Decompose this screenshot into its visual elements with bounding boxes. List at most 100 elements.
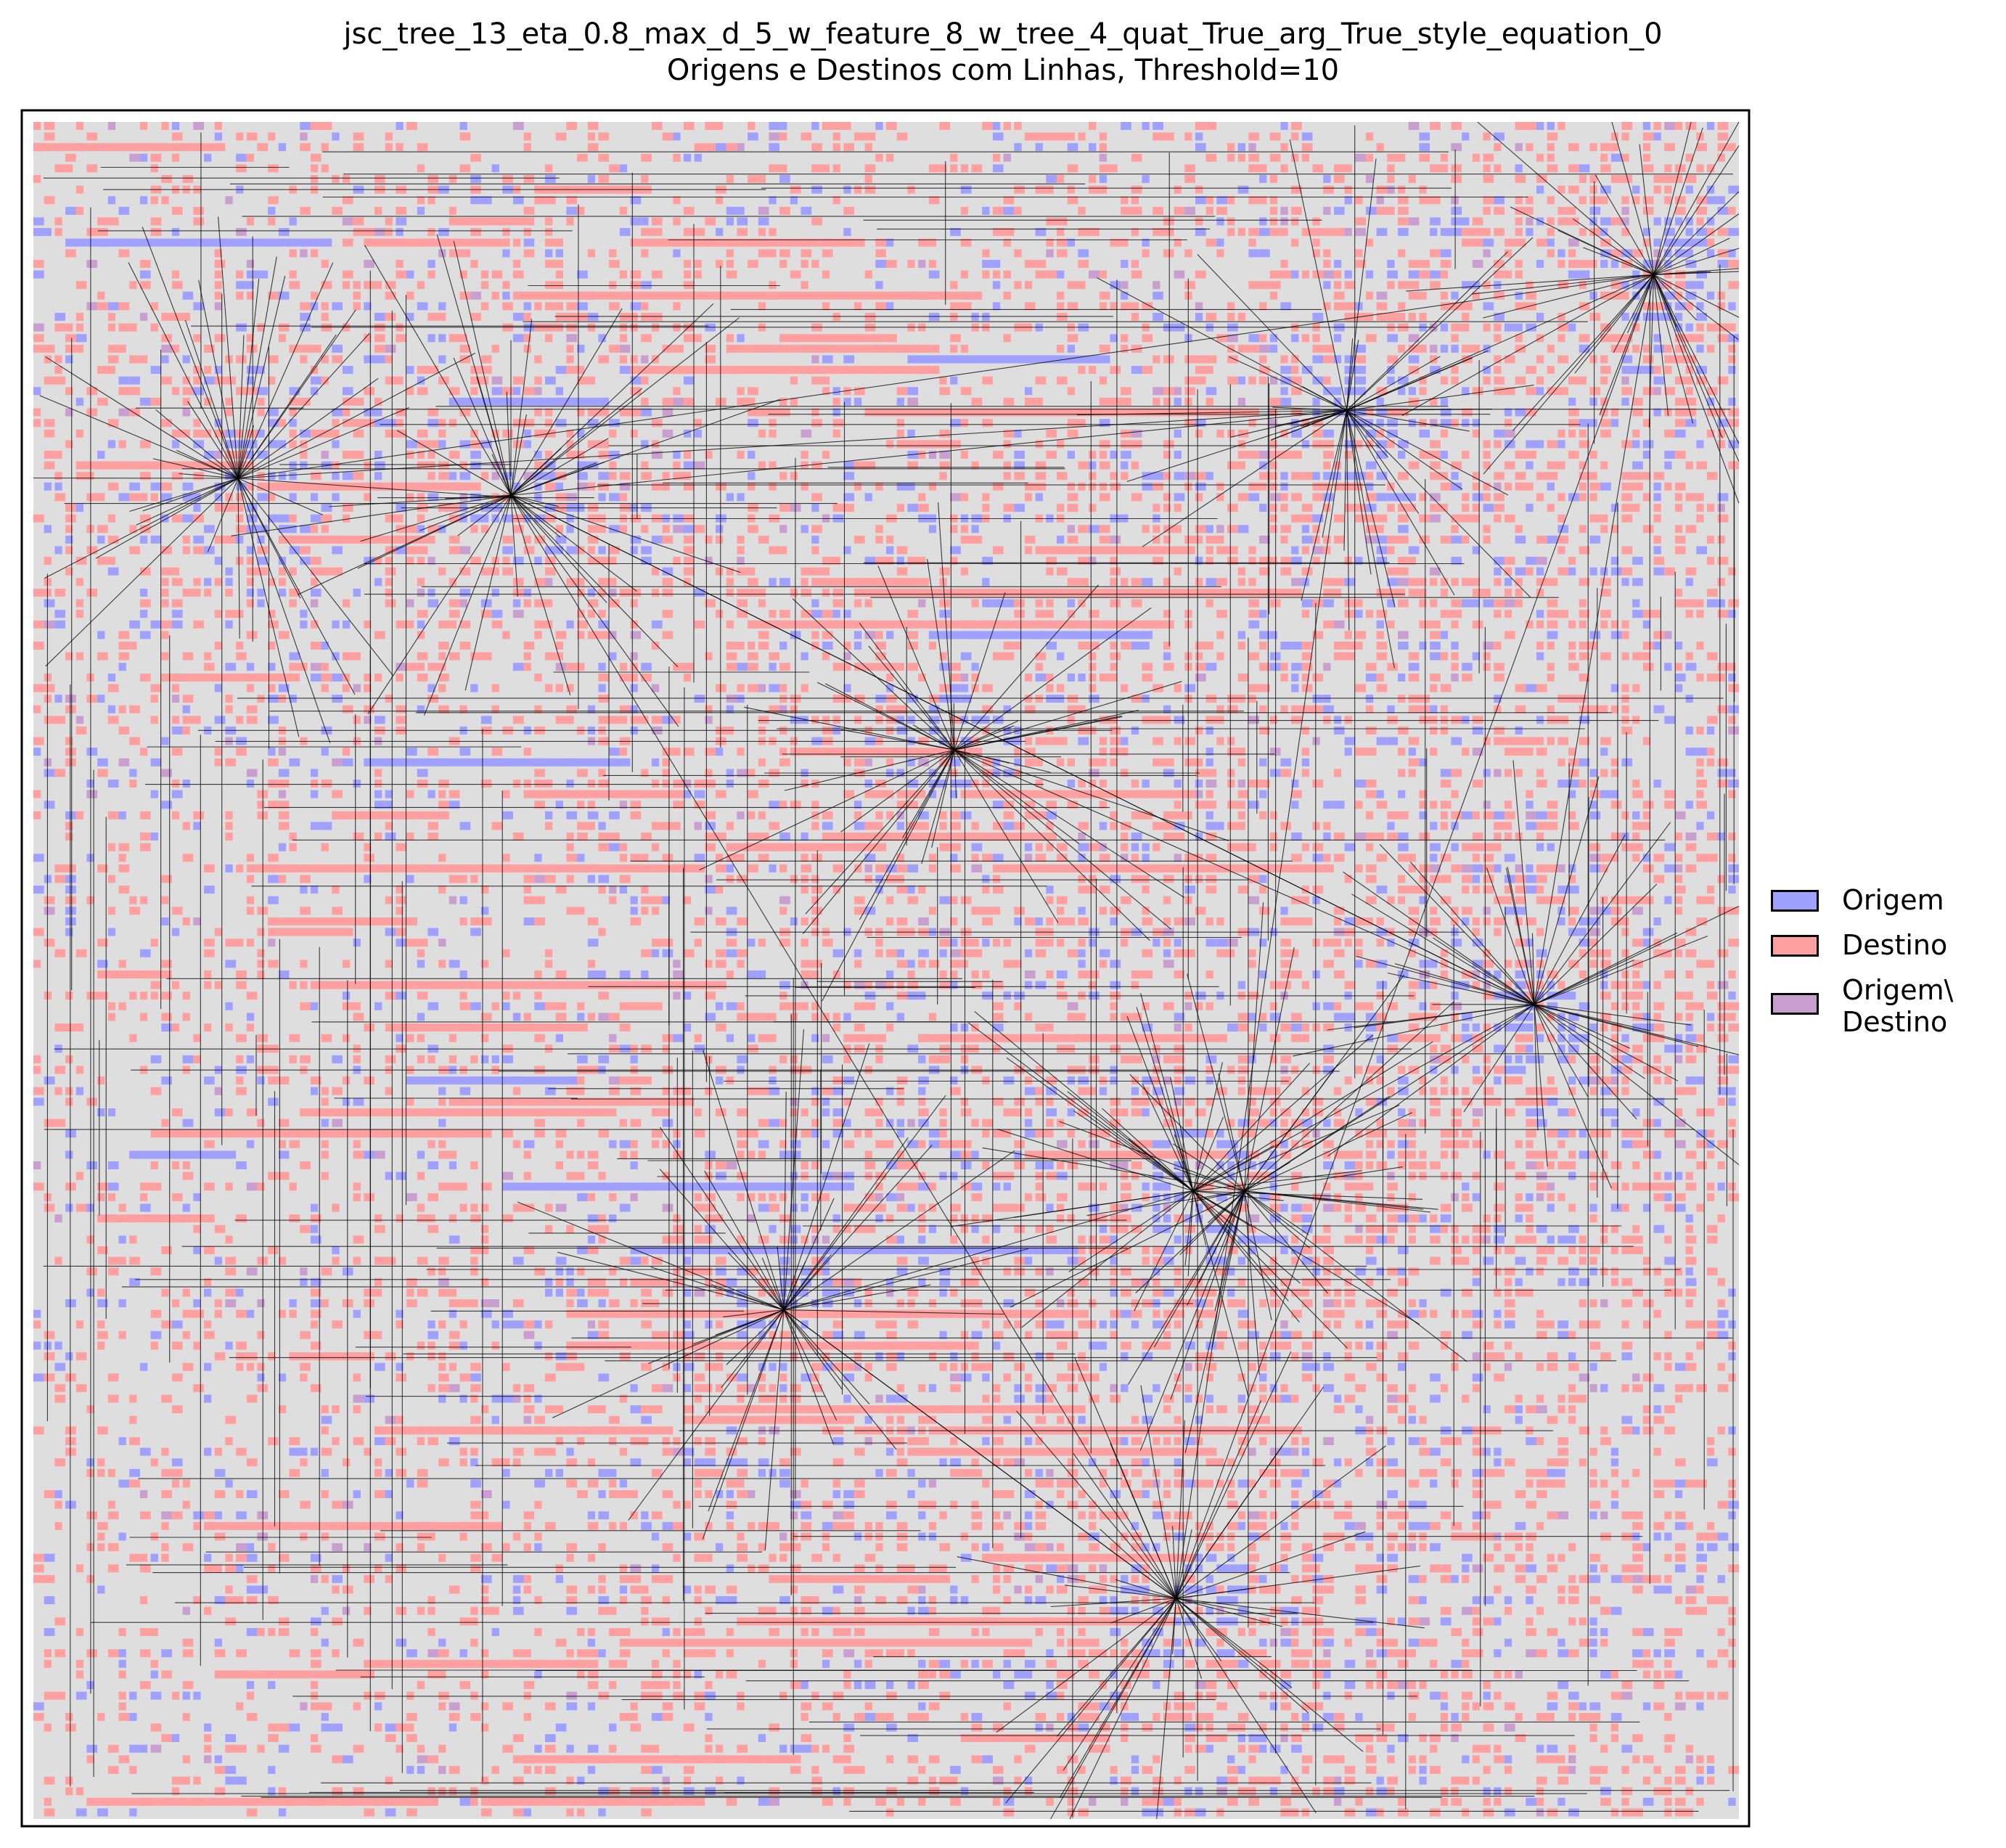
grid-cell xyxy=(1728,185,1739,194)
grid-cell xyxy=(1014,185,1025,194)
grid-cell xyxy=(1046,557,1057,565)
grid-cell xyxy=(246,217,255,226)
grid-cell xyxy=(1398,493,1409,502)
grid-cell xyxy=(459,440,471,449)
grid-cell xyxy=(470,875,478,883)
grid-cell xyxy=(1387,535,1398,544)
grid-cell xyxy=(502,281,510,290)
grid-cell xyxy=(1589,514,1601,523)
grid-cell xyxy=(204,578,212,586)
grid-cell xyxy=(1557,440,1565,449)
grid-cell xyxy=(214,366,222,375)
grid-cell xyxy=(1312,557,1320,565)
grid-cell xyxy=(886,790,894,798)
grid-cell xyxy=(1153,472,1163,481)
grid-cell xyxy=(566,546,578,555)
grid-cell xyxy=(769,143,780,152)
grid-cell xyxy=(875,525,883,533)
grid-cell xyxy=(193,546,204,555)
grid-cell xyxy=(1014,758,1022,766)
grid-cell xyxy=(1664,896,1672,904)
grid-cell xyxy=(374,206,382,215)
grid-cell xyxy=(1632,461,1643,470)
grid-cell xyxy=(1355,217,1366,226)
grid-cell xyxy=(1610,334,1622,343)
grid-cell xyxy=(1653,780,1661,788)
grid-cell xyxy=(896,822,904,830)
grid-cell xyxy=(204,663,215,671)
grid-cell xyxy=(907,461,919,470)
grid-cell xyxy=(1003,334,1011,343)
grid-cell xyxy=(651,535,663,544)
grid-cell xyxy=(417,493,425,502)
grid-cell xyxy=(1205,811,1213,819)
grid-cell xyxy=(1610,631,1622,639)
grid-cell xyxy=(1046,217,1057,226)
grid-cell xyxy=(1610,833,1622,841)
grid-cell xyxy=(1685,323,1693,332)
grid-cell xyxy=(44,896,55,904)
grid-cell xyxy=(545,684,553,692)
grid-cell xyxy=(300,313,311,321)
grid-cell xyxy=(1642,313,1654,321)
grid-cell xyxy=(1547,705,1555,714)
grid-cell xyxy=(1099,525,1110,533)
grid-cell xyxy=(1333,206,1345,215)
grid-cell xyxy=(1653,366,1661,375)
grid-cell xyxy=(1685,408,1697,417)
grid-cell xyxy=(1440,376,1449,385)
grid-cell xyxy=(171,567,180,576)
grid-cell xyxy=(161,419,172,428)
grid-cell xyxy=(1205,833,1217,841)
grid-cell xyxy=(577,769,588,777)
grid-cell xyxy=(609,599,620,608)
grid-cell xyxy=(300,323,311,332)
grid-cell xyxy=(1504,482,1512,491)
grid-cell xyxy=(748,811,756,819)
grid-cell xyxy=(396,429,407,438)
grid-cell xyxy=(1387,440,1395,449)
grid-cell xyxy=(748,939,756,947)
grid-cell xyxy=(1717,769,1729,777)
grid-cell xyxy=(107,705,116,714)
grid-cell xyxy=(1089,684,1097,692)
grid-cell xyxy=(886,631,894,639)
grid-cell xyxy=(1153,313,1163,321)
grid-cell xyxy=(54,875,66,883)
grid-cell xyxy=(480,886,489,894)
grid-cell xyxy=(1312,886,1324,894)
grid-cell xyxy=(1376,673,1384,682)
grid-cell xyxy=(449,652,460,661)
grid-cell xyxy=(673,302,681,311)
grid-cell xyxy=(1472,748,1483,756)
grid-cell xyxy=(118,408,130,417)
grid-cell xyxy=(1706,196,1718,205)
grid-cell xyxy=(1728,344,1736,353)
grid-cell xyxy=(236,514,244,523)
grid-cell xyxy=(534,451,542,459)
grid-cell xyxy=(1430,281,1441,290)
grid-cell xyxy=(832,557,840,565)
grid-cell xyxy=(1237,673,1249,682)
grid-cell xyxy=(44,196,55,205)
grid-cell xyxy=(1472,620,1483,629)
grid-cell xyxy=(598,875,610,883)
grid-cell xyxy=(427,833,439,841)
grid-cell xyxy=(1333,907,1345,915)
grid-cell xyxy=(86,695,98,703)
grid-cell xyxy=(1291,153,1299,162)
grid-cell xyxy=(1365,833,1377,841)
grid-cell xyxy=(1440,291,1449,300)
grid-cell xyxy=(1153,122,1163,130)
grid-cell xyxy=(1451,461,1462,470)
grid-cell xyxy=(748,132,758,141)
grid-cell xyxy=(214,291,222,300)
grid-cell xyxy=(1269,504,1278,512)
grid-cell xyxy=(1301,334,1310,343)
grid-cell xyxy=(1312,493,1324,502)
grid-cell xyxy=(1547,132,1558,141)
grid-cell xyxy=(1472,578,1481,586)
grid-cell xyxy=(1376,652,1388,661)
grid-cell xyxy=(822,302,830,311)
grid-cell xyxy=(1696,599,1704,608)
